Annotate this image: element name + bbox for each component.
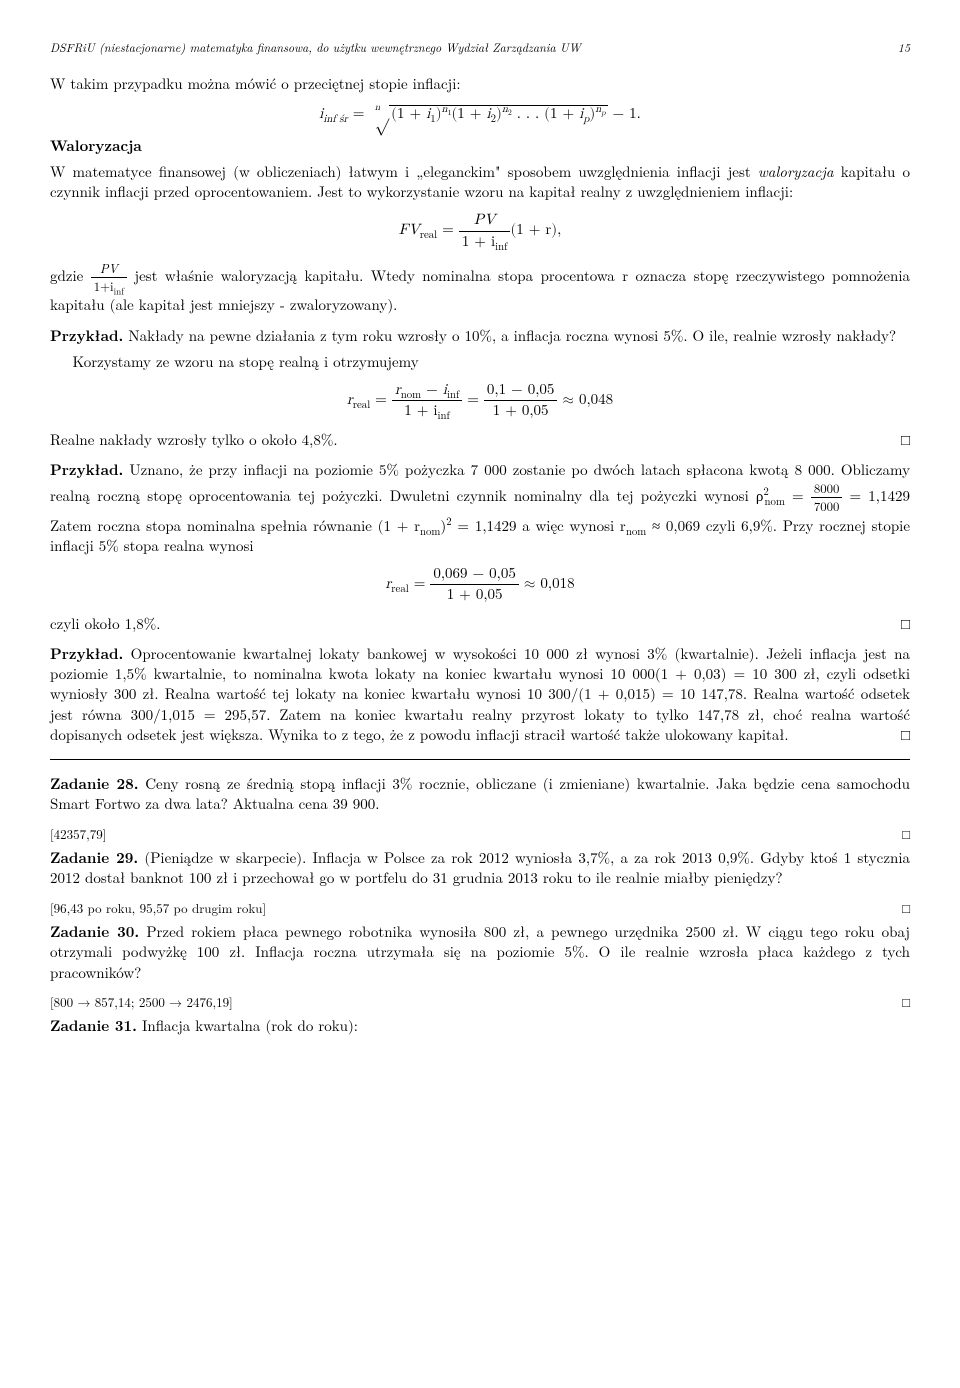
example-2: Przykład. Uznano, że przy inflacji na po… — [50, 460, 910, 556]
page-header: DSFRiU (niestacjonarne) matematyka finan… — [50, 40, 910, 56]
eq-rreal-2: rreal = 0,069 − 0,051 + 0,05 ≈ 0,018 — [50, 564, 910, 606]
zadanie-28: Zadanie 28. Ceny rosną ze średnią stopą … — [50, 774, 910, 815]
waloryzacja-p1: W matematyce finansowej (w obliczeniach)… — [50, 162, 910, 203]
zadanie-28-answer: [42357,79]□ — [50, 825, 910, 843]
header-left: DSFRiU (niestacjonarne) matematyka finan… — [50, 40, 581, 56]
header-right: 15 — [898, 40, 910, 56]
divider — [50, 759, 910, 760]
zadanie-29-answer: [96,43 po roku, 95,57 po drugim roku]□ — [50, 899, 910, 917]
waloryzacja-p2: gdzie PV1+iinf jest właśnie waloryzacją … — [50, 260, 910, 316]
zadanie-29: Zadanie 29. (Pieniądze w skarpecie). Inf… — [50, 848, 910, 889]
intro-text: W takim przypadku można mówić o przecięt… — [50, 74, 910, 94]
example-2-result: czyli około 1,8%.□ — [50, 614, 910, 634]
example-1-p2: Korzystamy ze wzoru na stopę realną i ot… — [50, 352, 910, 372]
zadanie-31: Zadanie 31. Inflacja kwartalna (rok do r… — [50, 1016, 910, 1036]
eq-fv-real: FVreal = PV1 + iinf(1 + r), — [50, 210, 910, 252]
example-1: Przykład. Nakłady na pewne działania z t… — [50, 326, 910, 346]
zadanie-30: Zadanie 30. Przed rokiem płaca pewnego r… — [50, 922, 910, 983]
zadanie-30-answer: [800 → 857,14; 2500 → 2476,19]□ — [50, 993, 910, 1011]
example-3: Przykład. Oprocentowanie kwartalnej loka… — [50, 644, 910, 745]
eq-geometric-mean: iinf śr = n√(1 + i1)n1(1 + i2)n2 . . . (… — [50, 102, 910, 125]
eq-rreal-1: rreal = rnom − iinf1 + iinf = 0,1 − 0,05… — [50, 380, 910, 422]
example-1-result: Realne nakłady wzrosły tylko o około 4,8… — [50, 430, 910, 450]
section-title: Waloryzacja — [50, 135, 142, 156]
